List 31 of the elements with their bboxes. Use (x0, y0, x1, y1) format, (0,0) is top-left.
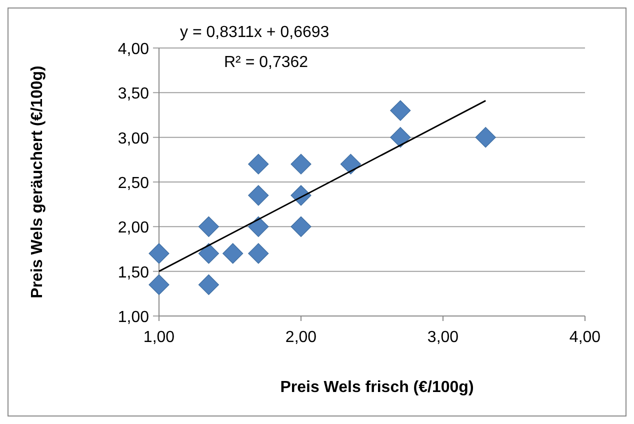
point (222, 243, 244, 264)
annotation: R² = 0,7362 (224, 54, 308, 71)
point (198, 243, 219, 264)
point (198, 274, 219, 296)
y-tick-label: 3,00 (118, 130, 150, 148)
point (248, 185, 269, 206)
y-tick-label: 1,00 (118, 309, 150, 326)
text: y = 0,8311x + 0,6693 (180, 24, 330, 41)
y-axis-title: Preis Wels geräuchert (€/100g) (29, 66, 46, 298)
x-tick-label: 4,00 (569, 329, 601, 346)
y-tick-label: 2,00 (118, 220, 150, 237)
x-tick-label: 3,00 (427, 329, 459, 346)
x-tick-label: 1,00 (143, 329, 175, 346)
point (340, 154, 361, 174)
y-tick-label: 3,50 (118, 86, 150, 103)
y-tick-label: 2,50 (118, 175, 150, 192)
point (148, 243, 170, 264)
point (475, 127, 496, 148)
point (248, 216, 269, 237)
x-tick-label: 2,00 (285, 329, 317, 346)
point (198, 216, 219, 237)
point (390, 100, 411, 121)
point (290, 216, 312, 237)
y-tick-label: 4,00 (118, 41, 150, 58)
y-tick-label: 1,50 (118, 264, 150, 282)
point (248, 154, 269, 174)
point (290, 154, 312, 174)
point (148, 274, 170, 296)
point (390, 127, 411, 148)
x-axis-title: Preis Wels frisch (€/100g) (280, 379, 474, 396)
point (248, 243, 269, 264)
